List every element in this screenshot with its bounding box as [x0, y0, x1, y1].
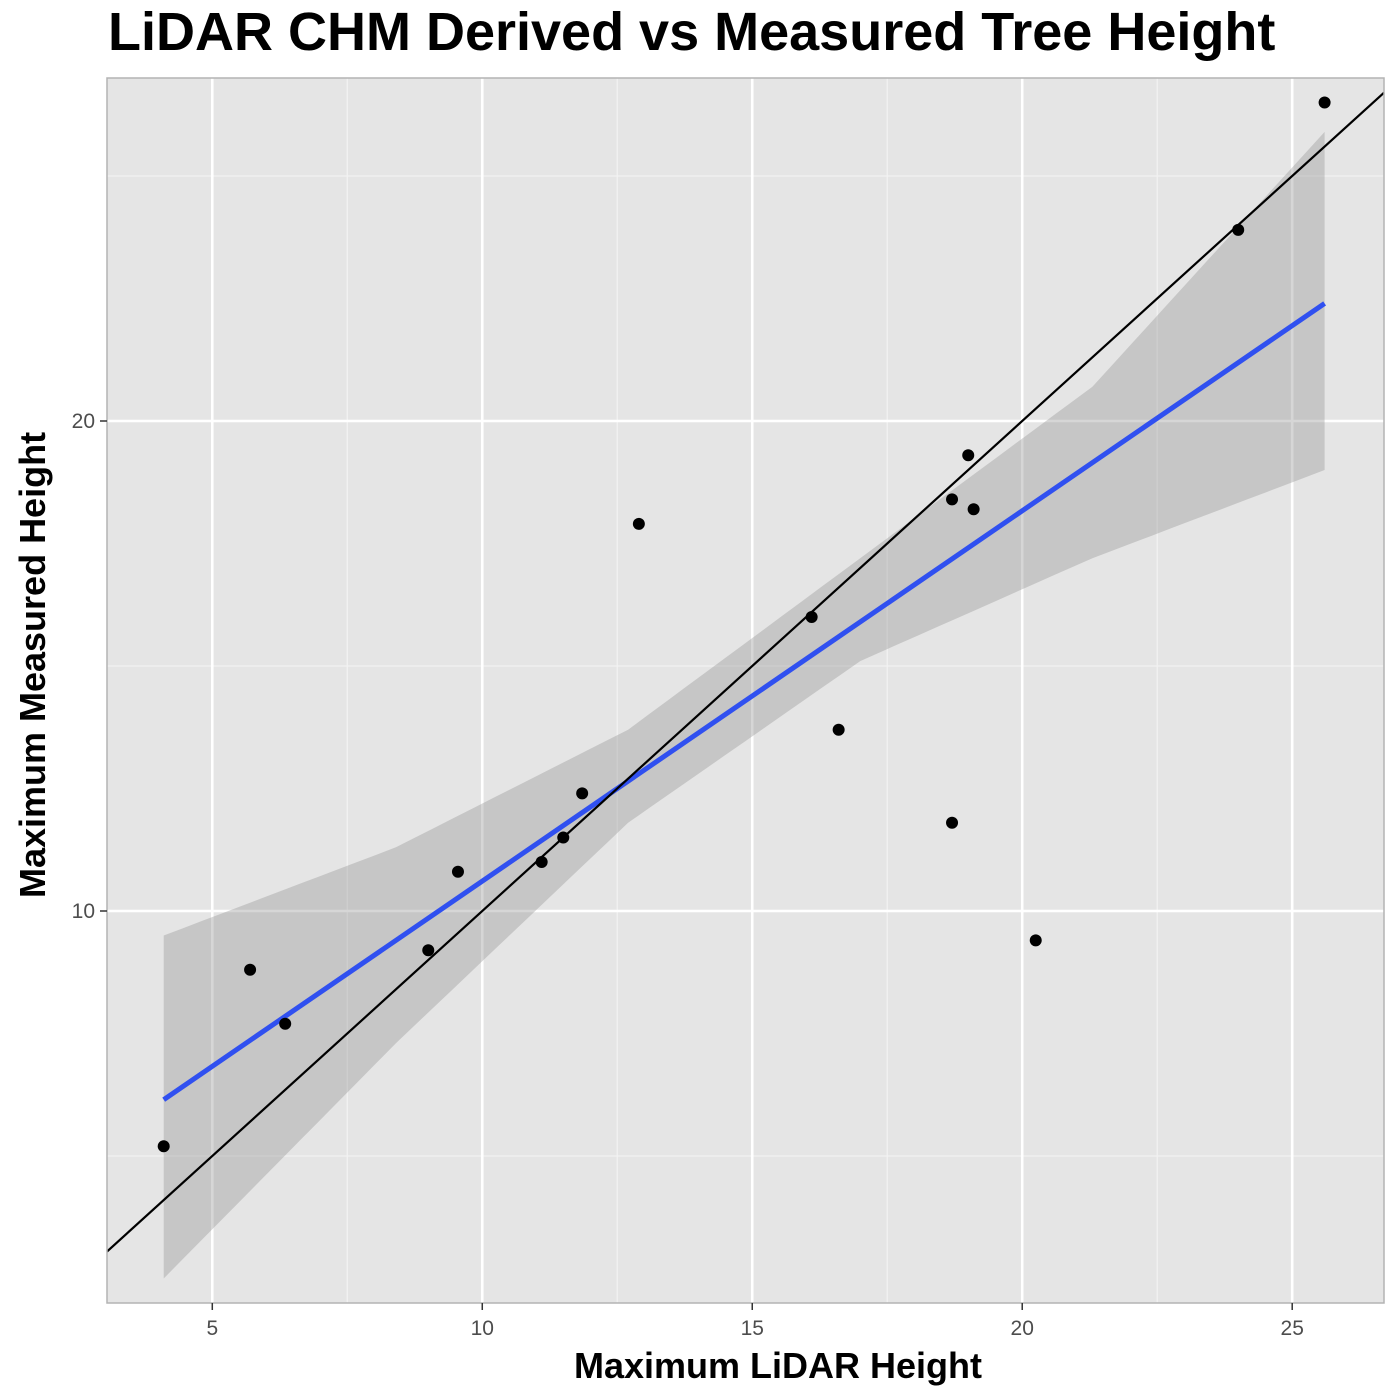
data-point — [451, 865, 464, 878]
y-axis-title: Maximum Measured Height — [12, 432, 53, 898]
y-tick-label: 20 — [72, 410, 95, 433]
data-point — [946, 493, 959, 506]
x-tick-label: 10 — [471, 1317, 494, 1340]
y-tick-label: 10 — [72, 900, 95, 923]
grid-minor — [107, 78, 1384, 1303]
points-layer — [157, 96, 1331, 1153]
x-tick-label: 20 — [1011, 1317, 1034, 1340]
data-point — [632, 517, 645, 530]
data-point — [1029, 934, 1042, 947]
data-point — [422, 944, 435, 957]
data-point — [157, 1140, 170, 1153]
data-point — [962, 449, 975, 462]
data-point — [967, 503, 980, 516]
data-point — [279, 1017, 292, 1030]
fit-line — [162, 301, 1327, 1102]
x-tick-label: 25 — [1281, 1317, 1304, 1340]
data-point — [244, 963, 257, 976]
data-point — [1318, 96, 1331, 109]
plot-panel — [107, 78, 1384, 1303]
x-axis-title: Maximum LiDAR Height — [574, 1345, 982, 1386]
reference-line-layer — [106, 91, 1385, 1253]
data-point — [946, 816, 959, 829]
x-tick-label: 5 — [206, 1317, 218, 1340]
reference-line — [106, 91, 1385, 1253]
y-axis-ticks: 10 20 — [72, 410, 107, 923]
confidence-band-layer — [163, 131, 1325, 1279]
fit-line-layer — [162, 301, 1327, 1102]
grid-major — [107, 78, 1384, 1303]
confidence-band — [163, 131, 1325, 1279]
data-point — [576, 787, 589, 800]
x-tick-label: 15 — [741, 1317, 764, 1340]
chart-title: LiDAR CHM Derived vs Measured Tree Heigh… — [108, 2, 1275, 62]
data-point — [832, 723, 845, 736]
x-axis-ticks: 5 10 15 20 25 — [206, 1303, 1304, 1340]
panel-border — [106, 77, 1385, 1304]
